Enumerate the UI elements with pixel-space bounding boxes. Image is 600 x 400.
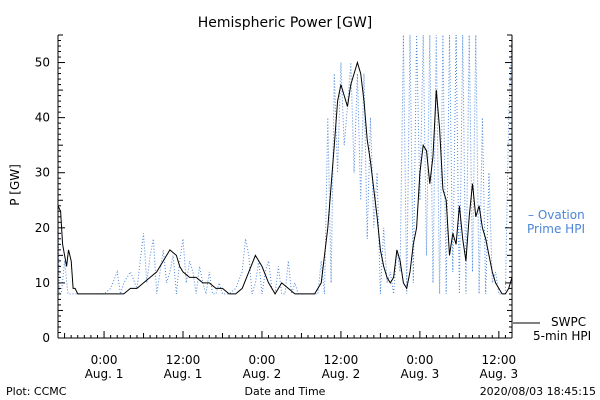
series-group: [58, 35, 512, 296]
series-line-swpc: [58, 60, 512, 295]
plot-timestamp: 2020/08/03 18:45:15: [480, 385, 596, 398]
series-line-ovation: [58, 35, 512, 296]
y-tick-label: 0: [42, 331, 50, 345]
x-tick-date-label: Aug. 1: [85, 367, 124, 381]
x-tick-date-label: Aug. 2: [322, 367, 361, 381]
x-tick-date-label: Aug. 3: [401, 367, 440, 381]
legend-swpc-line1: SWPC: [551, 315, 586, 329]
chart-title: Hemispheric Power [GW]: [198, 15, 373, 31]
x-tick-time-label: 12:00: [482, 353, 517, 367]
y-tick-label: 40: [35, 111, 50, 125]
x-tick-time-label: 12:00: [166, 353, 201, 367]
x-tick-time-label: 0:00: [91, 353, 118, 367]
x-tick-time-label: 12:00: [324, 353, 359, 367]
x-tick-time-label: 0:00: [248, 353, 275, 367]
plot-credit: Plot: CCMC: [6, 385, 67, 398]
x-tick-date-label: Aug. 1: [164, 367, 203, 381]
legend-ovation-line1: – Ovation: [528, 208, 585, 222]
x-tick-time-label: 0:00: [406, 353, 433, 367]
y-tick-label: 20: [35, 221, 50, 235]
x-axis-label: Date and Time: [245, 385, 326, 398]
y-tick-label: 50: [35, 56, 50, 70]
legend: – Ovation Prime HPI SWPC 5-min HPI: [513, 208, 591, 343]
x-tick-date-label: Aug. 3: [479, 367, 518, 381]
x-tick-date-label: Aug. 2: [243, 367, 282, 381]
y-tick-label: 30: [35, 166, 50, 180]
legend-swpc-line2: 5-min HPI: [533, 329, 591, 343]
y-axis-label: P [GW]: [8, 164, 22, 206]
legend-ovation-line2: Prime HPI: [527, 222, 585, 236]
y-tick-label: 10: [35, 276, 50, 290]
